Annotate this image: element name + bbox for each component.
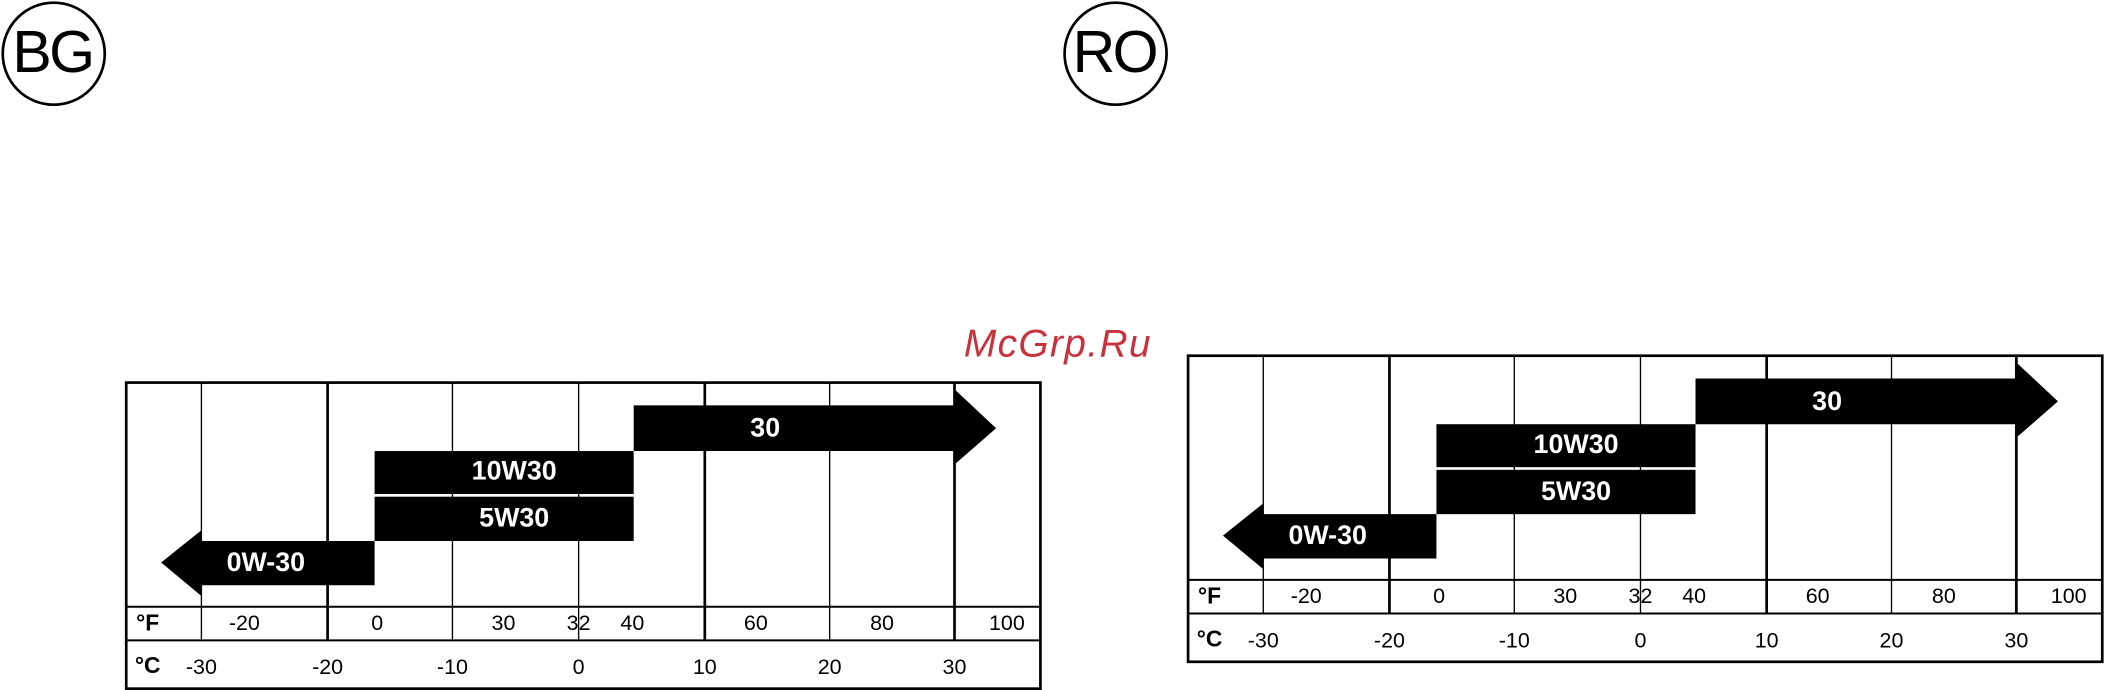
fahrenheit-tick: 100 [989, 611, 1025, 635]
badge-circle [1, 1, 107, 107]
fahrenheit-tick: 40 [1682, 584, 1706, 608]
grade-label: 30 [1812, 386, 1842, 416]
celsius-tick: 30 [2004, 628, 2028, 652]
fahrenheit-tick: 30 [492, 611, 516, 635]
celsius-tick: -30 [186, 655, 217, 679]
celsius-tick: 0 [1635, 628, 1647, 652]
fahrenheit-tick: -20 [1291, 584, 1322, 608]
grade-label: 5W30 [1541, 476, 1611, 506]
fahrenheit-tick: 0 [1433, 584, 1445, 608]
watermark: McGrp.Ru [964, 323, 1152, 366]
celsius-unit: °C [1197, 625, 1223, 651]
celsius-tick: 10 [1755, 628, 1779, 652]
celsius-tick: 30 [943, 655, 967, 679]
celsius-tick: -20 [1374, 628, 1405, 652]
grade-bar [1695, 362, 2058, 438]
grade-label: 10W30 [472, 456, 557, 486]
grade-bar [1436, 469, 1696, 515]
fahrenheit-tick: 0 [371, 611, 383, 635]
fahrenheit-tick: 80 [1932, 584, 1956, 608]
badge: RO [1073, 19, 1157, 85]
fahrenheit-tick: 100 [2051, 584, 2087, 608]
celsius-tick: -10 [437, 655, 468, 679]
fahrenheit-tick: 60 [744, 611, 768, 635]
grade-label: 30 [750, 413, 780, 443]
grade-label: 0W-30 [1288, 520, 1366, 550]
grade-label: 10W30 [1534, 429, 1619, 459]
fahrenheit-unit: °F [136, 609, 159, 635]
grade-bar [374, 496, 634, 541]
fahrenheit-tick: 32 [567, 611, 591, 635]
fahrenheit-unit: °F [1198, 582, 1221, 608]
chart-frame [1186, 354, 2104, 664]
fahrenheit-tick: 40 [620, 611, 644, 635]
grade-label: 5W30 [479, 503, 549, 533]
celsius-tick: 20 [818, 655, 842, 679]
fahrenheit-tick: 32 [1629, 584, 1653, 608]
celsius-tick: 0 [573, 655, 585, 679]
chart-frame [124, 381, 1042, 690]
celsius-tick: 10 [693, 655, 717, 679]
celsius-unit: °C [135, 652, 161, 678]
fahrenheit-tick: 30 [1553, 584, 1577, 608]
grade-bar [633, 389, 997, 465]
fahrenheit-tick: -20 [229, 611, 260, 635]
grade-bar [1222, 503, 1437, 570]
grade-label: 0W-30 [227, 547, 305, 577]
grade-bar [374, 451, 634, 495]
fahrenheit-tick: 60 [1806, 584, 1830, 608]
grade-bar [1436, 424, 1696, 468]
badge: BG [12, 19, 92, 85]
badge-circle [1063, 1, 1168, 107]
celsius-tick: -30 [1248, 628, 1279, 652]
celsius-tick: -10 [1499, 628, 1530, 652]
celsius-tick: 20 [1880, 628, 1904, 652]
fahrenheit-tick: 80 [870, 611, 894, 635]
celsius-tick: -20 [312, 655, 343, 679]
grade-bar [161, 530, 375, 597]
